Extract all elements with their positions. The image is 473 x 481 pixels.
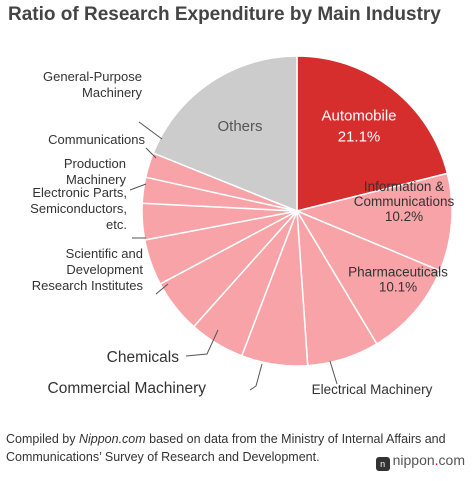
slice-label-general-purpose-machinery: General-Purpose Machinery (43, 69, 142, 100)
slice-labels: Automobile 21.1% Information & Communicatio… (30, 69, 454, 397)
brand-tld: com (438, 452, 465, 468)
chart-title: Ratio of Research Expenditure by Main In… (8, 4, 441, 25)
leader-lines (129, 121, 338, 391)
slice-label-production-machinery: Production Machinery (64, 156, 127, 187)
leader-line-communications (145, 147, 157, 159)
source-note: Compiled by Nippon.com based on data fro… (6, 430, 468, 466)
brand-dot: . (434, 452, 439, 468)
slice-label-automobile: Automobile 21.1% (321, 108, 396, 146)
slice-label-communications: Communications (48, 132, 145, 147)
pie-chart: Automobile 21.1% Information & Communicatio… (30, 55, 455, 397)
slice-label-chemicals: Chemicals (107, 349, 180, 366)
slice-label-pharmaceuticals: Pharmaceuticals 10.1% (348, 265, 448, 295)
leader-line-scientific-and-development-research-institutes (155, 283, 169, 295)
source-note-prefix: Compiled by (6, 432, 79, 446)
brand-logo: n nippon.com (375, 452, 465, 471)
pie-slice-automobile (296, 55, 449, 212)
slice-label-others: Others (217, 118, 262, 135)
leader-line-electrical-machinery (329, 360, 338, 385)
pie-slice-pharmaceuticals (295, 209, 441, 345)
pie-slices (141, 55, 453, 367)
slice-label-electronic-parts-semiconductors-etc: Electronic Parts, Semiconductors, etc. (30, 185, 127, 232)
leader-line-general-purpose-machinery (138, 121, 163, 140)
slice-label-commercial-machinery: Commercial Machinery (48, 380, 207, 397)
nippon-logo-icon: n (375, 457, 390, 471)
leader-line-chemicals (185, 329, 219, 357)
slice-label-information-communications: Information & Communications 10.2% (354, 179, 455, 224)
slice-label-electrical-machinery: Electrical Machinery (312, 382, 433, 397)
leader-line-commercial-machinery (249, 363, 263, 391)
pie-slice-information-communications (294, 172, 453, 272)
slice-label-scientific-and-development-research-institutes: Scientific and Development Research Instit… (32, 246, 144, 293)
source-note-site: Nippon.com (78, 432, 146, 446)
brand-name: nippon (392, 452, 435, 468)
source-note-suffix: based on data from the Ministry of Inter… (6, 432, 446, 464)
leader-line-production-machinery (129, 183, 147, 191)
